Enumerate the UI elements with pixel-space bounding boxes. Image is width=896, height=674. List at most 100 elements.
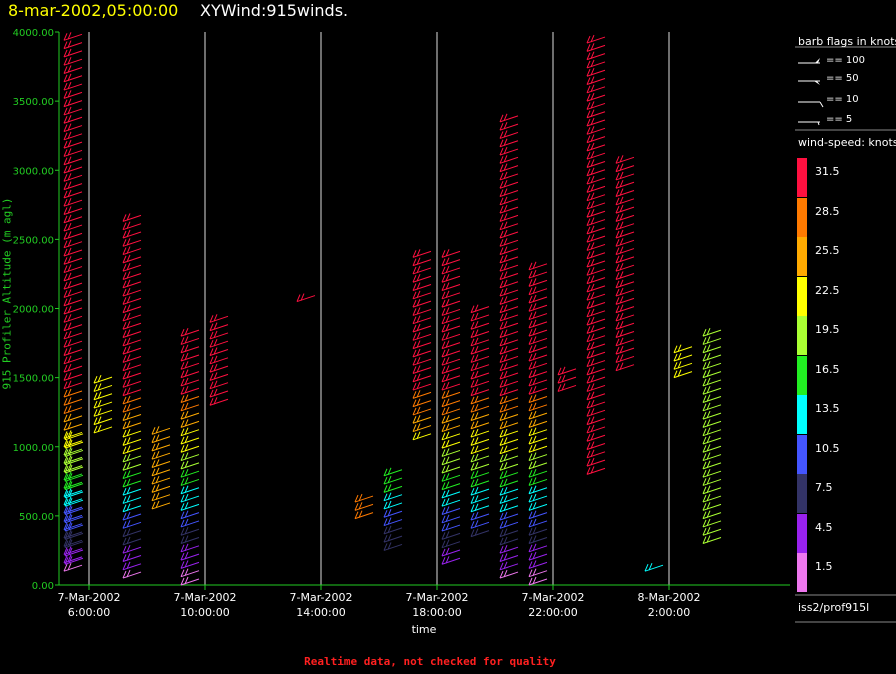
- barb-shaft: [441, 425, 461, 433]
- barb-feather: [532, 477, 537, 485]
- barb-feather: [180, 328, 185, 337]
- barb-feather: [126, 486, 131, 495]
- barb-shaft: [499, 505, 519, 513]
- wind-barb: [499, 304, 519, 314]
- barb-shaft: [702, 478, 722, 486]
- wind-barb: [64, 448, 84, 457]
- barb-feather: [499, 487, 504, 496]
- barb-feather: [67, 32, 72, 40]
- wind-barb: [151, 475, 171, 485]
- barb-feather: [412, 308, 417, 316]
- barb-feather: [126, 387, 131, 395]
- barb-feather: [122, 413, 127, 421]
- barb-feather: [64, 465, 69, 474]
- barb-feather: [586, 35, 591, 44]
- barb-feather: [619, 221, 624, 229]
- wind-barb: [151, 467, 171, 477]
- barb-feather: [184, 527, 189, 535]
- barb-shaft: [499, 496, 519, 504]
- wind-barb: [64, 531, 84, 540]
- barb-feather: [474, 495, 479, 503]
- barb-feather: [499, 371, 504, 380]
- barb-feather: [474, 520, 479, 528]
- barb-feather: [180, 436, 185, 445]
- barb-feather: [184, 394, 189, 402]
- barb-shaft: [63, 199, 83, 207]
- barb-shaft: [63, 398, 83, 406]
- wind-barb: [122, 486, 142, 496]
- barb-feather: [499, 512, 504, 521]
- barb-shaft: [122, 306, 142, 314]
- barb-feather: [532, 543, 537, 552]
- barb-feather: [445, 290, 450, 299]
- wind-barb: [441, 415, 461, 424]
- wind-barb: [586, 51, 606, 61]
- barb-feather: [63, 248, 68, 257]
- barb-feather: [706, 386, 711, 394]
- barb-feather: [151, 443, 156, 452]
- barb-shaft: [528, 561, 548, 569]
- barb-feather: [590, 383, 595, 391]
- barb-feather: [499, 322, 504, 330]
- barb-shaft: [586, 44, 606, 52]
- wind-barb: [63, 562, 83, 572]
- barb-feather: [122, 487, 127, 496]
- barb-shaft: [180, 561, 200, 569]
- barb-shaft: [383, 494, 403, 502]
- barb-feather: [532, 294, 537, 303]
- barb-shaft: [180, 553, 200, 561]
- barb-feather: [445, 365, 450, 373]
- wind-barb: [499, 545, 519, 554]
- barb-feather: [702, 461, 707, 470]
- colorbar-entry: 25.5: [795, 237, 896, 276]
- barb-feather: [67, 330, 72, 339]
- wind-barb: [586, 416, 606, 426]
- barb-feather: [499, 214, 504, 222]
- barb-shaft: [702, 396, 722, 403]
- barb-feather: [586, 326, 591, 334]
- barb-feather: [499, 471, 504, 479]
- barb-feather: [445, 307, 450, 315]
- wind-barb: [528, 576, 548, 586]
- barb-shaft: [528, 470, 548, 478]
- barb-feather: [180, 544, 185, 553]
- barb-feather: [619, 155, 624, 163]
- barb-feather: [63, 530, 68, 539]
- barb-feather: [122, 263, 127, 272]
- wind-barb: [441, 365, 461, 374]
- wind-barb: [412, 373, 432, 383]
- barb-feather: [586, 127, 591, 135]
- barb-shaft: [615, 322, 635, 330]
- barb-shaft: [441, 541, 461, 549]
- wind-barb: [383, 484, 403, 493]
- barb-shaft: [441, 516, 461, 524]
- wind-barb: [528, 286, 548, 296]
- barb-feather: [64, 499, 69, 507]
- wind-barb: [64, 431, 84, 441]
- barb-shaft: [122, 463, 142, 471]
- barb-shaft: [63, 315, 83, 323]
- barb-feather: [67, 98, 72, 106]
- barb-shaft: [64, 433, 84, 441]
- wind-barb: [441, 423, 461, 433]
- wind-barb: [122, 229, 142, 239]
- barb-shaft: [412, 416, 432, 424]
- barb-shaft: [180, 346, 200, 354]
- barb-feather: [387, 533, 392, 542]
- barb-feather: [702, 411, 707, 420]
- wind-barb: [499, 321, 519, 330]
- wind-barb: [586, 391, 606, 401]
- barb-feather: [499, 338, 504, 347]
- barb-feather: [184, 468, 189, 477]
- barb-feather: [503, 478, 508, 487]
- wind-barb: [586, 333, 606, 343]
- barb-shaft: [557, 376, 577, 384]
- barb-feather: [528, 262, 533, 270]
- barb-feather: [586, 334, 591, 342]
- barb-shaft: [673, 371, 693, 379]
- barb-feather: [499, 521, 504, 529]
- barb-shaft: [702, 362, 722, 370]
- barb-feather: [184, 543, 189, 552]
- barb-feather: [503, 329, 508, 337]
- wind-barb: [615, 279, 635, 289]
